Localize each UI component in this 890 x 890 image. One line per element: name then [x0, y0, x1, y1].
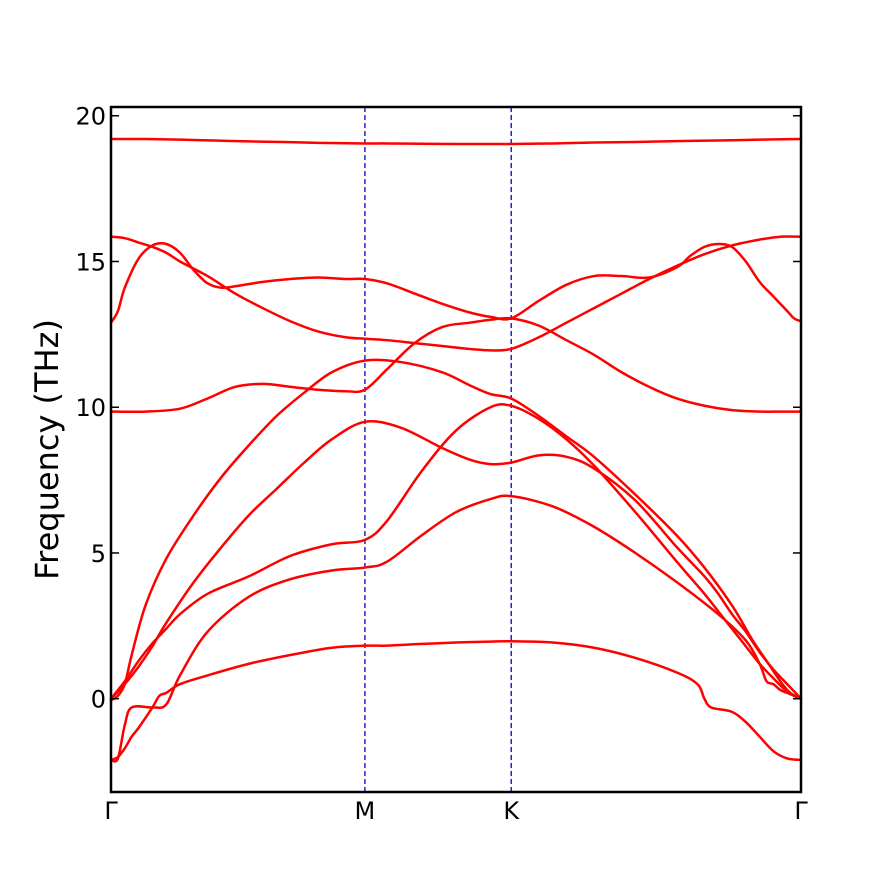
x-tick-label: Γ — [104, 797, 118, 825]
y-tick-label: 10 — [75, 394, 106, 422]
y-tick-label: 0 — [91, 686, 106, 714]
y-tick-label: 20 — [75, 103, 106, 131]
y-tick-label: 5 — [91, 540, 106, 568]
x-tick-label: Γ — [794, 797, 808, 825]
y-tick-label: 15 — [75, 248, 106, 276]
x-tick-label: K — [503, 797, 520, 825]
x-tick-label: M — [355, 797, 376, 825]
y-axis-title: Frequency (THz) — [28, 319, 66, 580]
